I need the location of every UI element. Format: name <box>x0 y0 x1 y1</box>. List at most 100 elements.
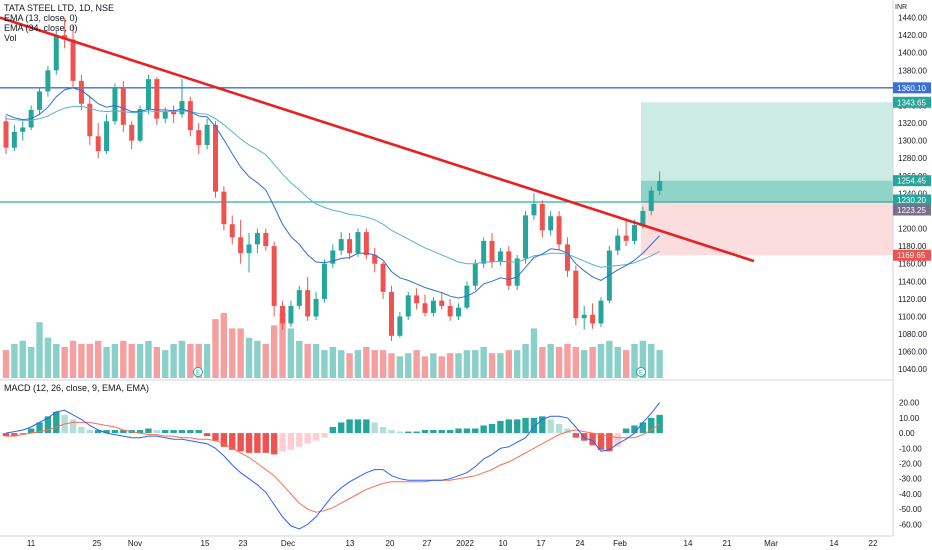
macd-legend[interactable]: MACD (12, 26, close, 9, EMA, EMA) <box>4 383 150 393</box>
time-tick-label: 20 <box>386 539 395 548</box>
macd-histogram-bar <box>312 433 320 441</box>
volume-bar <box>229 328 236 378</box>
macd-histogram-bar <box>321 433 328 438</box>
macd-histogram-bar <box>379 427 387 434</box>
candle-body <box>581 314 587 319</box>
macd-histogram-bar <box>287 433 295 450</box>
macd-tick-label: -40.00 <box>899 490 922 499</box>
volume-bar <box>446 353 454 378</box>
candle-body <box>120 87 126 125</box>
volume-bar <box>488 353 496 378</box>
volume-bar <box>287 328 295 378</box>
volume-bar <box>321 350 328 378</box>
volume-bar <box>622 350 630 378</box>
macd-histogram-bar <box>622 428 630 434</box>
macd-histogram-bar <box>346 419 353 434</box>
macd-histogram-bar <box>187 430 194 434</box>
macd-histogram-bar <box>153 430 161 434</box>
price-tick-label: 1160.00 <box>898 260 927 269</box>
candle-body <box>632 225 637 241</box>
price-level-tag <box>893 204 931 216</box>
macd-histogram-bar <box>111 430 119 434</box>
candle-body <box>615 235 621 251</box>
candle-body <box>380 263 386 292</box>
macd-line <box>5 402 660 530</box>
volume-bar <box>203 343 211 378</box>
macd-histogram-bar <box>237 433 244 452</box>
volume-bar <box>279 312 286 378</box>
ema34-legend[interactable]: EMA (34, close, 0) <box>4 23 78 33</box>
candle-body <box>179 101 185 115</box>
volume-bar <box>606 340 613 378</box>
candle-body <box>623 235 629 241</box>
volume-bar <box>329 347 337 378</box>
candle-body <box>104 121 110 152</box>
macd-histogram-bar <box>555 423 563 434</box>
macd-histogram-bar <box>254 433 261 453</box>
candle-body <box>321 263 327 299</box>
candle-body <box>254 232 260 245</box>
macd-histogram-bar <box>103 430 110 434</box>
time-tick-label: 27 <box>423 539 432 548</box>
macd-histogram-bar <box>136 430 144 434</box>
volume-bar <box>354 350 362 378</box>
candle-body <box>229 224 235 238</box>
time-tick-label: 2022 <box>456 539 474 548</box>
price-tick-label: 1060.00 <box>898 348 927 357</box>
volume-bar <box>86 343 93 378</box>
macd-histogram-bar <box>648 417 655 434</box>
candle-body <box>640 210 646 226</box>
macd-histogram-bar <box>78 427 85 434</box>
macd-tick-label: -60.00 <box>899 520 922 529</box>
time-tick-label: 23 <box>239 539 248 548</box>
candle-body <box>204 124 210 146</box>
macd-histogram-bar <box>480 425 487 434</box>
candle-body <box>397 316 403 336</box>
macd-histogram-bar <box>329 427 337 434</box>
volume-bar <box>497 353 504 378</box>
macd-tick-label: 20.00 <box>899 399 920 408</box>
macd-histogram-bar <box>170 430 177 434</box>
volume-bar <box>505 350 512 378</box>
candle-body <box>246 244 252 254</box>
earnings-marker-icon <box>636 367 646 377</box>
volume-bar <box>513 350 521 378</box>
candle-body <box>305 290 311 317</box>
volume-bar <box>170 343 177 378</box>
macd-histogram-bar <box>270 433 278 455</box>
volume-bar <box>245 337 253 378</box>
candle-body <box>372 254 378 264</box>
volume-bar <box>296 340 303 378</box>
macd-histogram-bar <box>195 430 202 434</box>
candle-body <box>590 314 596 324</box>
time-tick-label: Feb <box>613 539 627 548</box>
candle-body <box>112 87 118 122</box>
price-tick-label: 1380.00 <box>898 66 927 75</box>
candle-body <box>271 246 277 306</box>
price-tick-label: 1180.00 <box>898 242 927 251</box>
volume-bar <box>631 343 638 378</box>
macd-histogram-bar <box>304 433 311 444</box>
time-tick-label: Nov <box>128 539 142 548</box>
volume-bar <box>36 322 43 378</box>
macd-tick-label: -30.00 <box>899 475 922 484</box>
currency-unit-label: INR <box>895 4 907 11</box>
candle-body <box>414 295 420 304</box>
ema13-legend[interactable]: EMA (13, close, 0) <box>4 13 78 23</box>
macd-histogram-bar <box>86 430 93 434</box>
price-level-tag <box>893 82 931 94</box>
candle-body <box>523 215 529 259</box>
stop-zone <box>641 202 893 256</box>
candle-body <box>506 251 512 286</box>
volume-legend[interactable]: Vol <box>4 33 17 43</box>
volume-bar <box>212 319 219 378</box>
time-tick-label: 13 <box>346 539 355 548</box>
volume-bar <box>44 337 52 378</box>
macd-histogram-bar <box>614 433 621 447</box>
volume-bar <box>145 340 152 378</box>
candle-body <box>388 291 394 336</box>
time-tick-label: 24 <box>576 539 585 548</box>
volume-bar <box>187 343 194 378</box>
volume-bar <box>589 347 596 378</box>
